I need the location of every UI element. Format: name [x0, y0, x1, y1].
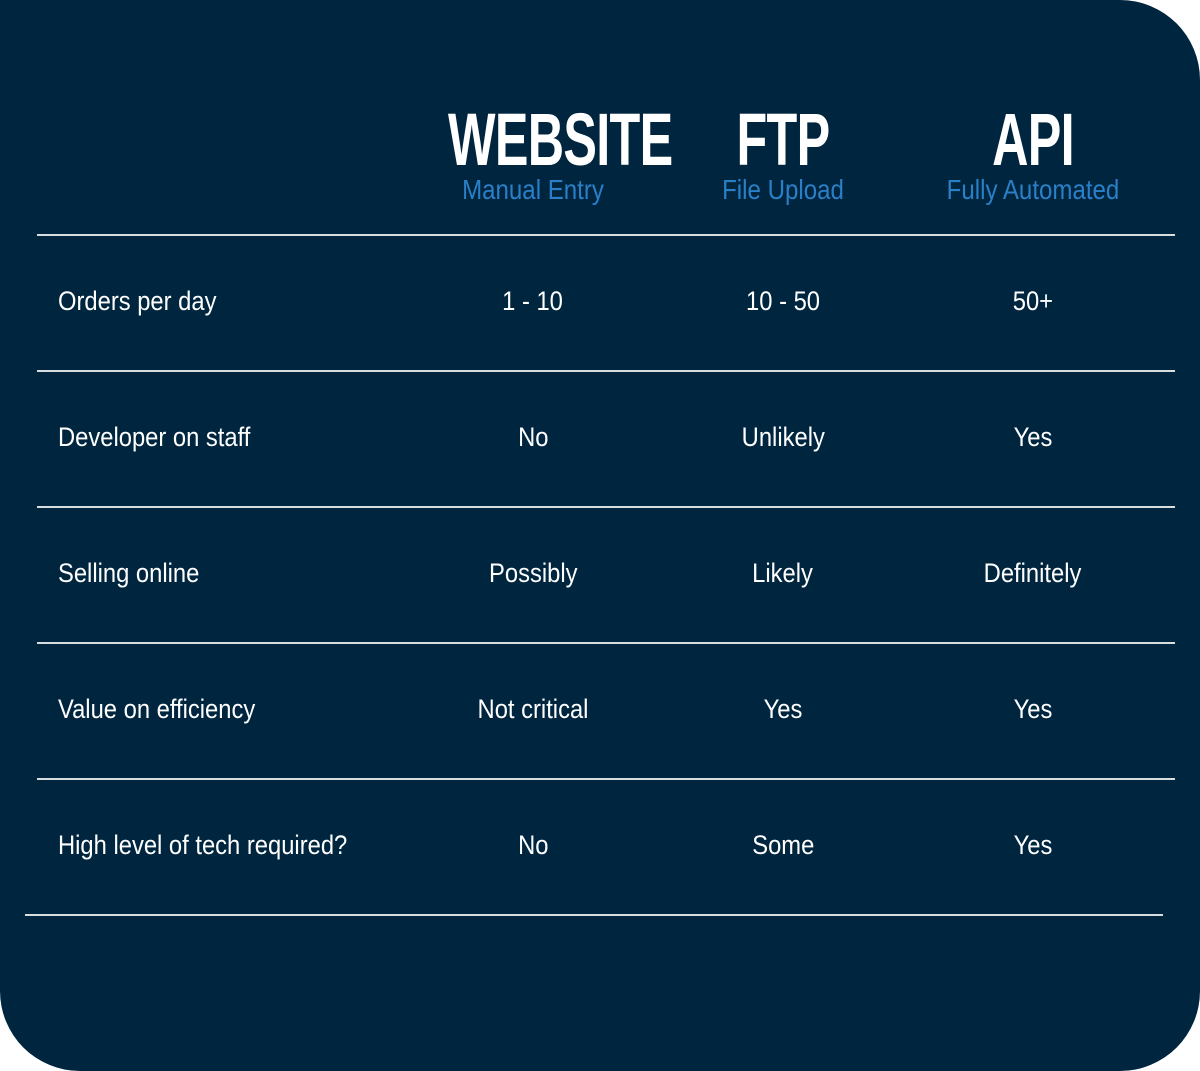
column-header-ftp: FTP File Upload	[658, 98, 908, 205]
cell-text: Yes	[763, 694, 803, 724]
table-cell: No	[408, 829, 658, 861]
row-label: Developer on staff	[58, 421, 277, 453]
cell-text: No	[517, 830, 549, 860]
column-subtitle: Manual Entry	[462, 174, 604, 205]
divider	[25, 914, 1163, 916]
column-subtitle: File Upload	[722, 174, 844, 205]
table-cell: 50+	[908, 285, 1158, 317]
column-subtitle: Fully Automated	[946, 174, 1120, 205]
row-label: Orders per day	[58, 285, 238, 317]
divider	[37, 234, 1175, 236]
row-label-text: Value on efficiency	[58, 694, 256, 724]
table-cell: Yes	[908, 829, 1158, 861]
cell-text: Some	[751, 830, 815, 860]
table-cell: Yes	[658, 693, 908, 725]
table-cell: Likely	[658, 557, 908, 589]
table-cell: 10 - 50	[658, 285, 908, 317]
row-label-text: Orders per day	[58, 286, 217, 316]
divider	[37, 370, 1175, 372]
cell-text: Not critical	[477, 694, 589, 724]
table-cell: Yes	[908, 421, 1158, 453]
cell-text: 10 - 50	[746, 286, 820, 316]
table-cell: Some	[658, 829, 908, 861]
row-label-text: Selling online	[58, 558, 200, 588]
row-label-text: High level of tech required?	[58, 830, 348, 860]
cell-text: Possibly	[488, 558, 578, 588]
cell-text: Definitely	[984, 558, 1082, 588]
divider	[37, 778, 1175, 780]
table-cell: Not critical	[408, 693, 658, 725]
row-label: Value on efficiency	[58, 693, 282, 725]
row-label: Selling online	[58, 557, 219, 589]
cell-text: No	[517, 422, 549, 452]
cell-text: 1 - 10	[502, 286, 564, 316]
table-cell: Unlikely	[658, 421, 908, 453]
table-cell: Possibly	[408, 557, 658, 589]
table-cell: 1 - 10	[408, 285, 658, 317]
table-cell: Yes	[908, 693, 1158, 725]
cell-text: Yes	[1013, 830, 1053, 860]
divider	[37, 506, 1175, 508]
cell-text: Unlikely	[741, 422, 825, 452]
column-title: API	[992, 98, 1075, 181]
table-cell: Definitely	[908, 557, 1158, 589]
table-cell: No	[408, 421, 658, 453]
column-header-api: API Fully Automated	[908, 98, 1158, 205]
column-header-website: WEBSITE Manual Entry	[408, 98, 673, 205]
cell-text: Likely	[752, 558, 814, 588]
row-label: High level of tech required?	[58, 829, 387, 861]
divider	[37, 642, 1175, 644]
cell-text: Yes	[1013, 694, 1053, 724]
cell-text: Yes	[1013, 422, 1053, 452]
column-title: WEBSITE	[448, 98, 673, 181]
column-title: FTP	[736, 98, 830, 181]
row-label-text: Developer on staff	[58, 422, 251, 452]
cell-text: 50+	[1012, 286, 1054, 316]
